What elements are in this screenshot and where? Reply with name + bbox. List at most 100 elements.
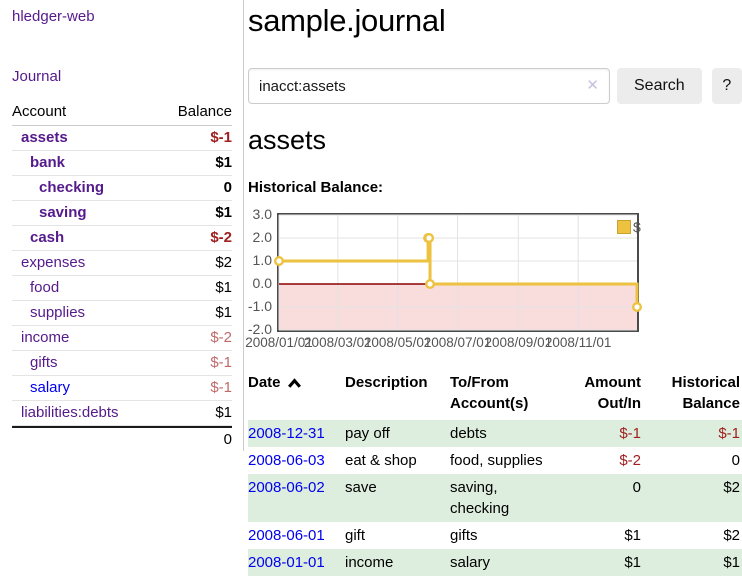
x-tick-label: 2008/11/01 <box>544 335 612 350</box>
x-tick-label: 2008/03/01 <box>304 335 372 350</box>
account-link-expenses[interactable]: expenses <box>21 254 86 271</box>
account-link-income[interactable]: income <box>21 329 70 346</box>
legend-swatch-icon <box>617 220 631 234</box>
y-tick-label: 3.0 <box>252 206 272 222</box>
account-row: cash $-2 <box>12 226 232 251</box>
column-header-amount: Amount Out/In <box>584 374 641 412</box>
transaction-date-link[interactable]: 2008-06-03 <box>248 452 325 469</box>
account-row: expenses $2 <box>12 251 232 276</box>
column-header-historical: Historical Balance <box>671 374 740 412</box>
x-tick-label: 2008/09/01 <box>484 335 553 350</box>
transaction-date-link[interactable]: 2008-01-01 <box>248 554 325 571</box>
chart-plot[interactable] <box>274 213 643 332</box>
transaction-date-link[interactable]: 2008-12-31 <box>248 425 325 442</box>
search-button[interactable]: Search <box>617 68 702 104</box>
transaction-historical-balance: $2 <box>723 527 740 544</box>
account-balance: $-1 <box>210 379 232 396</box>
account-link-gifts[interactable]: gifts <box>30 354 58 371</box>
transaction-accounts: food, supplies <box>450 452 543 469</box>
transaction-amount: $1 <box>624 527 641 544</box>
account-row: saving $1 <box>12 201 232 226</box>
transaction-date-link[interactable]: 2008-06-02 <box>248 479 325 496</box>
transaction-historical-balance: $2 <box>643 474 742 522</box>
transaction-amount: $1 <box>560 549 643 576</box>
register-row: 2008-06-03 eat & shop food, supplies $-2… <box>248 447 742 474</box>
sidebar-item-journal[interactable]: Journal <box>12 68 62 85</box>
transaction-description: income <box>345 549 450 576</box>
column-header-accounts: To/From Account(s) <box>450 374 529 412</box>
transaction-accounts: saving, checking <box>450 474 560 522</box>
search-form: ✕ Search ? <box>248 68 742 104</box>
account-link-assets[interactable]: assets <box>21 129 68 146</box>
accounts-header-balance: Balance <box>177 103 232 120</box>
accounts-table-header: Account Balance <box>12 100 232 126</box>
account-row: bank $1 <box>12 151 232 176</box>
transaction-description: eat & shop <box>345 452 417 469</box>
account-balance: $2 <box>215 254 232 271</box>
accounts-table: Account Balance assets $-1 bank $1 check… <box>12 100 232 451</box>
register-header-row: Date Description To/From Account(s) Amou… <box>248 370 742 420</box>
transaction-amount: $-2 <box>619 452 641 469</box>
y-tick-label: 1.0 <box>252 252 272 268</box>
register-row: 2008-06-01 gift gifts $1 $2 <box>248 522 742 549</box>
clear-search-icon[interactable]: ✕ <box>586 77 599 94</box>
y-tick-label: -2.0 <box>247 321 272 337</box>
account-balance: $-1 <box>210 129 232 146</box>
help-button[interactable]: ? <box>711 68 742 104</box>
transaction-description: save <box>345 474 450 522</box>
account-balance: $-1 <box>210 354 232 371</box>
account-link-liabilities-debts[interactable]: liabilities:debts <box>21 404 119 421</box>
account-row: liabilities:debts $1 <box>12 401 232 426</box>
y-tick-label: -1.0 <box>247 298 272 314</box>
account-title: assets <box>248 125 327 155</box>
chart-title: Historical Balance: <box>248 179 384 196</box>
account-row: supplies $1 <box>12 301 232 326</box>
account-row: food $1 <box>12 276 232 301</box>
transaction-historical-balance: 0 <box>731 452 740 469</box>
account-balance: $1 <box>215 204 232 221</box>
account-row: assets $-1 <box>12 126 232 151</box>
page-title: sample.journal <box>248 3 446 38</box>
register-row: 2008-01-01 income salary $1 $1 <box>248 549 742 576</box>
transaction-description: pay off <box>345 420 450 447</box>
register-row: 2008-06-02 save saving, checking 0 $2 <box>248 474 742 522</box>
account-link-checking[interactable]: checking <box>39 179 105 196</box>
y-tick-label: 0.0 <box>252 275 272 291</box>
transaction-amount: 0 <box>560 474 643 522</box>
transaction-accounts: gifts <box>450 527 478 544</box>
transaction-historical-balance: $-1 <box>643 420 742 447</box>
account-balance: $-2 <box>210 329 232 346</box>
register-row: 2008-12-31 pay off debts $-1 $-1 <box>248 420 742 447</box>
accounts-header-account: Account <box>12 103 67 120</box>
account-link-cash[interactable]: cash <box>30 229 65 246</box>
account-link-saving[interactable]: saving <box>39 204 87 221</box>
legend-label: $ <box>633 219 641 235</box>
account-link-food[interactable]: food <box>30 279 60 296</box>
date-header-label: Date <box>248 374 281 391</box>
account-link-salary[interactable]: salary <box>30 379 71 396</box>
register-table: Date Description To/From Account(s) Amou… <box>248 370 742 576</box>
account-link-bank[interactable]: bank <box>30 154 66 171</box>
historical-balance-chart: 3.0 2.0 1.0 0.0 -1.0 -2.0 2008/01/01 2008/03/0… <box>245 202 742 354</box>
account-balance: 0 <box>223 179 232 196</box>
x-tick-label: 2008/01/01 <box>245 335 313 350</box>
accounts-total-value: 0 <box>223 431 232 448</box>
sidebar: hledger-web Journal Account Balance asse… <box>0 0 244 451</box>
column-header-date[interactable]: Date <box>248 370 345 420</box>
transaction-accounts: debts <box>450 420 560 447</box>
account-link-supplies[interactable]: supplies <box>30 304 86 321</box>
account-row: salary $-1 <box>12 376 232 401</box>
account-balance: $1 <box>215 154 232 171</box>
app-brand-link[interactable]: hledger-web <box>12 8 95 25</box>
search-input[interactable] <box>248 68 610 104</box>
account-balance: $-2 <box>210 229 232 246</box>
chart-legend: $ <box>617 219 641 235</box>
account-balance: $1 <box>215 279 232 296</box>
transaction-date-link[interactable]: 2008-06-01 <box>248 527 325 544</box>
account-row: income $-2 <box>12 326 232 351</box>
accounts-total-row: 0 <box>12 426 232 451</box>
column-header-description: Description <box>345 374 428 391</box>
transaction-historical-balance: $1 <box>643 549 742 576</box>
account-balance: $1 <box>215 304 232 321</box>
sort-ascending-icon <box>287 378 301 388</box>
